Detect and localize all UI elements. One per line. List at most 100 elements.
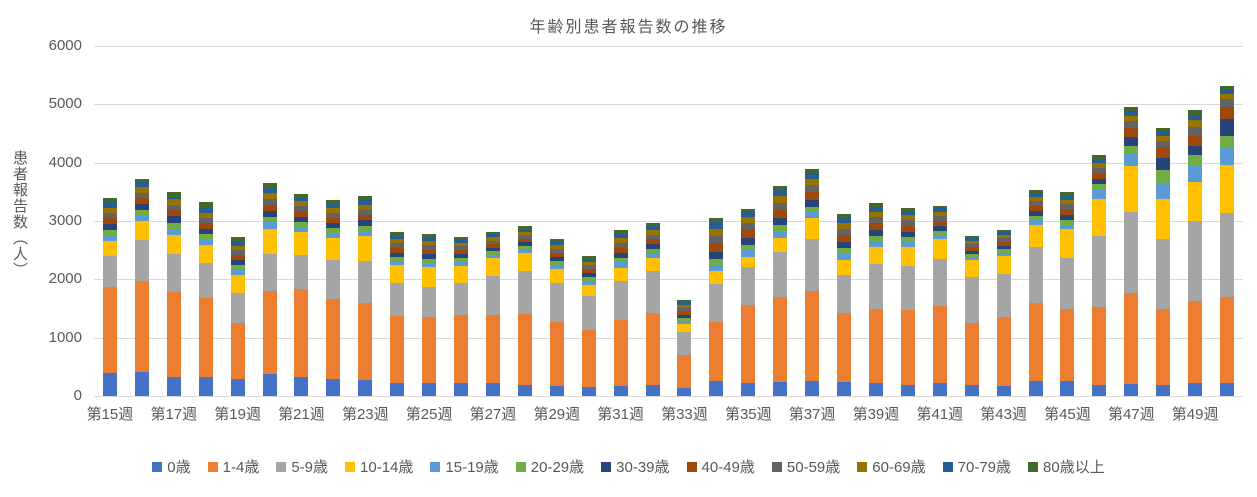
bar-segment-50-59歳 [996, 238, 1011, 242]
bar-第18週 [198, 46, 213, 396]
bar-segment-80歳以上 [166, 192, 181, 197]
bar-segment-10-14歳 [613, 267, 628, 282]
bar-segment-1-4歳 [517, 314, 532, 385]
bar-segment-70-79歳 [581, 258, 596, 262]
bar-segment-5-9歳 [102, 256, 117, 287]
bar-segment-1-4歳 [1156, 309, 1171, 385]
bar-segment-10-14歳 [709, 271, 724, 285]
x-tick-label: 第15週 [86, 406, 134, 423]
bar-segment-0歳 [613, 386, 628, 396]
legend-label: 15-19歳 [445, 459, 499, 476]
bar-segment-60-69歳 [517, 231, 532, 235]
bar-segment-0歳 [996, 386, 1011, 396]
bar-segment-10-14歳 [581, 284, 596, 297]
y-tick-label: 1000 [48, 328, 82, 346]
bar-segment-10-14歳 [645, 258, 660, 271]
bar-segment-5-9歳 [326, 259, 341, 300]
legend-item-5-9歳: 5-9歳 [276, 456, 328, 477]
bar-segment-0歳 [230, 378, 245, 396]
bar-segment-10-14歳 [1028, 225, 1043, 248]
x-tick-label: 第43週 [980, 406, 1027, 423]
bar-segment-0歳 [773, 381, 788, 396]
bar-segment-50-59歳 [964, 243, 979, 247]
bar-segment-80歳以上 [996, 229, 1011, 233]
legend-swatch-icon [686, 461, 697, 472]
bar-segment-5-9歳 [517, 270, 532, 315]
legend-label: 1-4歳 [222, 459, 260, 476]
bar-segment-5-9歳 [741, 267, 756, 305]
legend-swatch-icon [857, 461, 868, 472]
bar-segment-30-39歳 [709, 251, 724, 260]
bar-segment-5-9歳 [198, 263, 213, 298]
bar-segment-80歳以上 [326, 200, 341, 204]
bar-segment-80歳以上 [837, 213, 852, 218]
bar-segment-10-14歳 [932, 239, 947, 259]
bar-segment-0歳 [1124, 384, 1139, 396]
bar-segment-10-14歳 [166, 235, 181, 255]
bar-segment-60-69歳 [837, 222, 852, 229]
bar-segment-5-9歳 [837, 275, 852, 314]
bar-segment-0歳 [166, 376, 181, 396]
bar-segment-0歳 [741, 383, 756, 396]
bar-segment-15-19歳 [837, 253, 852, 260]
bar-segment-5-9歳 [1092, 236, 1107, 307]
legend-swatch-icon [771, 461, 782, 472]
bar-第32週 [645, 46, 660, 396]
bar-segment-5-9歳 [230, 292, 245, 323]
bar-segment-60-69歳 [932, 211, 947, 217]
bar-segment-60-69歳 [709, 228, 724, 236]
bar-segment-1-4歳 [390, 316, 405, 383]
bar-segment-20-29歳 [868, 236, 883, 242]
bar-segment-30-39歳 [868, 230, 883, 237]
bar-segment-30-39歳 [837, 242, 852, 249]
bar-segment-0歳 [358, 379, 373, 396]
bar-segment-1-4歳 [645, 313, 660, 385]
bar-segment-5-9歳 [581, 296, 596, 330]
bar-segment-50-59歳 [645, 234, 660, 240]
bar-segment-10-14歳 [1060, 229, 1075, 259]
bar-segment-5-9歳 [932, 258, 947, 307]
bar-第49週 [1188, 46, 1203, 396]
bar-segment-80歳以上 [358, 195, 373, 200]
bar-segment-40-49歳 [262, 204, 277, 211]
bar-segment-70-79歳 [900, 210, 915, 216]
bar-segment-30-39歳 [102, 223, 117, 230]
bar-segment-40-49歳 [198, 223, 213, 229]
bar-segment-15-19歳 [262, 222, 277, 229]
bar-segment-5-9歳 [390, 282, 405, 317]
chart-title: 年齢別患者報告数の推移 [529, 19, 728, 36]
bar-第35週 [741, 46, 756, 396]
legend-item-40-49歳: 40-49歳 [686, 456, 755, 477]
bar-第46週 [1092, 46, 1107, 396]
y-tick-label: 0 [73, 387, 82, 404]
bar-segment-10-14歳 [485, 258, 500, 276]
y-axis-title: 患者報告数（人） [11, 150, 28, 278]
bar-segment-5-9歳 [294, 254, 309, 290]
bar-segment-60-69歳 [1188, 120, 1203, 128]
bar-segment-1-4歳 [134, 280, 149, 372]
bar-segment-20-29歳 [932, 230, 947, 235]
bar-segment-30-39歳 [805, 199, 820, 207]
x-tick-label: 第27週 [469, 406, 517, 423]
bar-segment-30-39歳 [358, 220, 373, 226]
bar-segment-5-9歳 [964, 277, 979, 323]
bar-segment-40-49歳 [326, 217, 341, 224]
bar-segment-5-9歳 [166, 254, 181, 292]
bar-segment-30-39歳 [1156, 158, 1171, 170]
bar-segment-15-19歳 [964, 256, 979, 261]
bar-segment-15-19歳 [230, 270, 245, 276]
bar-segment-0歳 [294, 376, 309, 396]
bar-第15週 [102, 46, 117, 396]
bar-segment-1-4歳 [549, 321, 564, 387]
bar-segment-70-79歳 [1220, 89, 1235, 94]
legend-item-1-4歳: 1-4歳 [207, 456, 260, 477]
bar-segment-1-4歳 [996, 316, 1011, 387]
legend-swatch-icon [942, 461, 953, 472]
bar-segment-70-79歳 [677, 302, 692, 305]
bar-segment-30-39歳 [1060, 214, 1075, 220]
bar-segment-20-29歳 [1060, 219, 1075, 225]
bar-segment-50-59歳 [485, 240, 500, 245]
gridline [94, 46, 1243, 47]
bar-segment-50-59歳 [837, 228, 852, 235]
bar-segment-1-4歳 [581, 329, 596, 387]
